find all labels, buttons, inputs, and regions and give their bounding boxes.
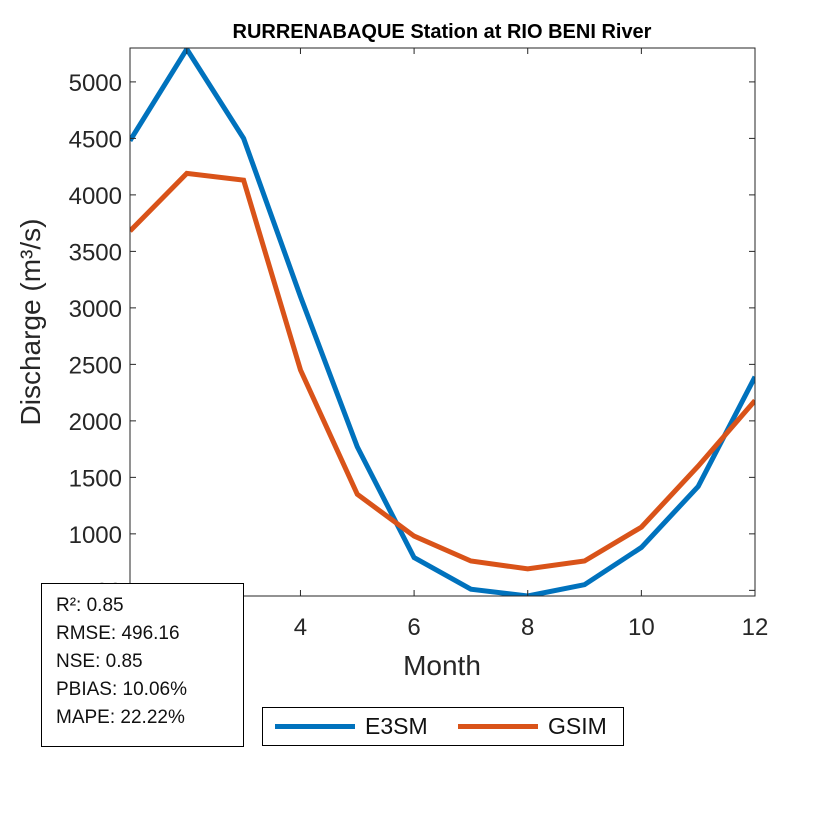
x-axis-label: Month (403, 650, 481, 681)
legend: E3SM GSIM (262, 707, 624, 746)
plot-lines (130, 48, 755, 596)
x-axis: 24681012 (180, 48, 768, 641)
x-tick-label: 8 (521, 614, 534, 641)
nse-stat: NSE: 0.85 (56, 651, 143, 672)
legend-label-e3sm: E3SM (365, 713, 428, 739)
series-line-e3sm (130, 48, 755, 596)
y-axis-label: Discharge (m³/s) (15, 219, 46, 426)
y-tick-label: 4500 (69, 126, 122, 153)
stats-box: R²: 0.85 RMSE: 496.16 NSE: 0.85 PBIAS: 1… (41, 583, 244, 747)
legend-label-gsim: GSIM (548, 713, 607, 739)
x-tick-label: 12 (742, 614, 769, 641)
legend-item-gsim: GSIM (458, 708, 607, 745)
y-tick-label: 2000 (69, 409, 122, 436)
legend-line-gsim (458, 724, 538, 729)
y-tick-label: 1500 (69, 465, 122, 492)
y-axis: 500100015002000250030003500400045005000 (69, 70, 755, 605)
y-tick-label: 4000 (69, 183, 122, 210)
y-tick-label: 3500 (69, 239, 122, 266)
axes-frame (129, 47, 756, 597)
x-tick-label: 6 (407, 614, 420, 641)
y-tick-label: 2500 (69, 352, 122, 379)
x-tick-label: 4 (294, 614, 307, 641)
y-tick-label: 3000 (69, 296, 122, 323)
r2-stat: R²: 0.85 (56, 595, 124, 616)
pbias-stat: PBIAS: 10.06% (56, 679, 187, 700)
y-tick-label: 1000 (69, 522, 122, 549)
rmse-stat: RMSE: 496.16 (56, 623, 180, 644)
mape-stat: MAPE: 22.22% (56, 707, 185, 728)
y-tick-label: 5000 (69, 70, 122, 97)
x-tick-label: 10 (628, 614, 655, 641)
series-line-gsim (130, 170, 755, 572)
legend-line-e3sm (275, 724, 355, 729)
chart-title: RURRENABAQUE Station at RIO BENI River (233, 21, 652, 43)
legend-item-e3sm: E3SM (275, 708, 428, 745)
